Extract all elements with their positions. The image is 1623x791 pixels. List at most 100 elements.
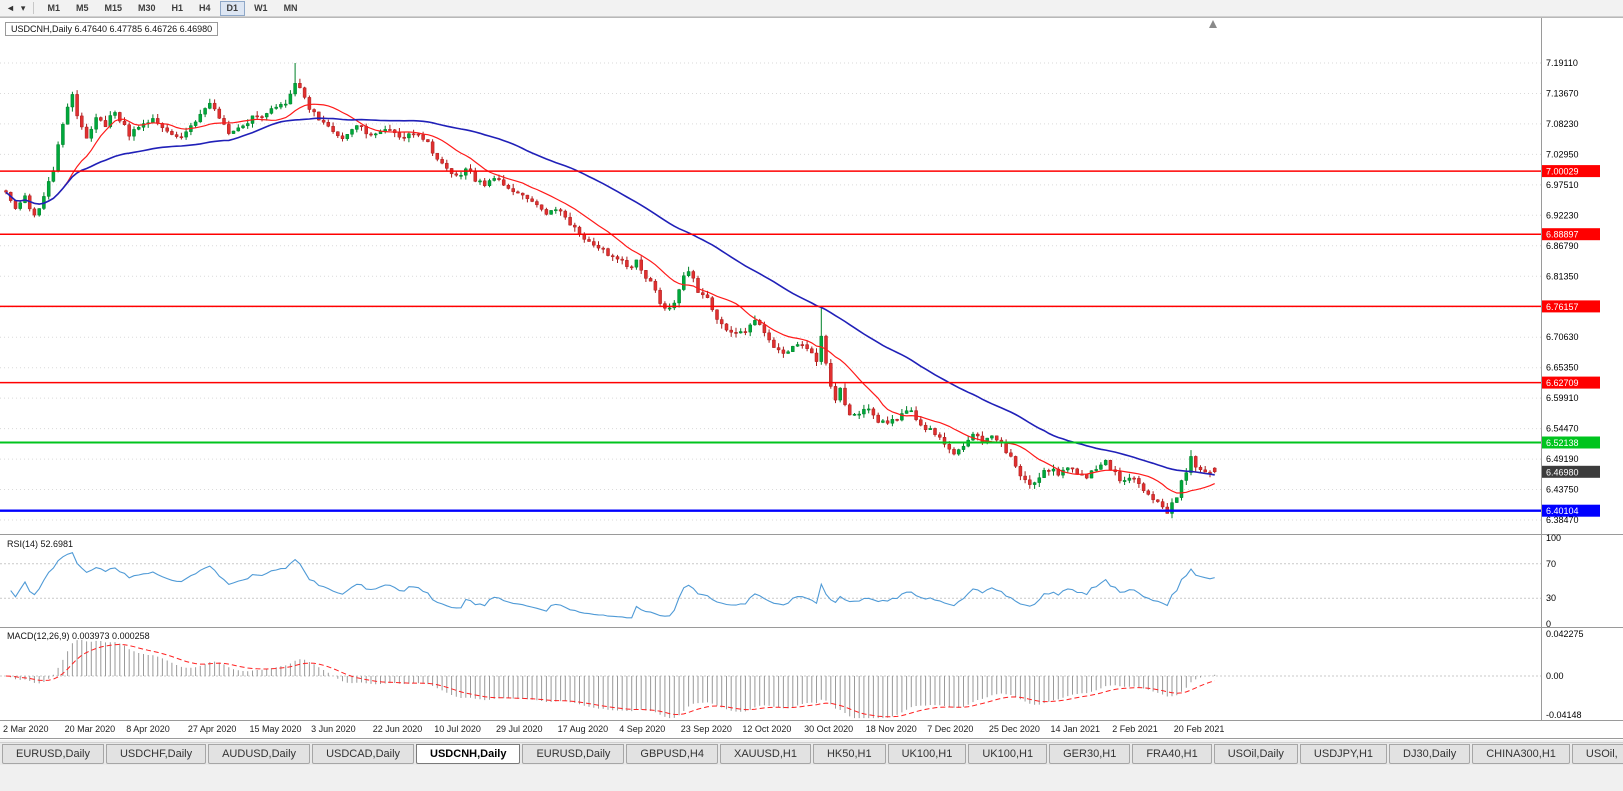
timeframe-button-m1[interactable]: M1: [40, 1, 67, 16]
price-tick-label: 6.38470: [1546, 515, 1579, 525]
level-price-tag-6.76157: 6.76157: [1542, 300, 1600, 313]
timeframe-button-m30[interactable]: M30: [131, 1, 163, 16]
timeframe-button-mn[interactable]: MN: [277, 1, 305, 16]
level-price-tag-6.88897: 6.88897: [1542, 228, 1600, 241]
rsi-tick-label: 30: [1546, 593, 1556, 603]
timeframe-button-m5[interactable]: M5: [69, 1, 96, 16]
svg-text:6.52138: 6.52138: [1546, 438, 1579, 448]
price-tick-label: 6.86790: [1546, 241, 1579, 251]
price-tick-label: 6.97510: [1546, 180, 1579, 190]
toolbar: ◄ ▾ M1 M5 M15 M30 H1 H4 D1 W1 MN: [0, 0, 1623, 17]
price-tick-label: 7.02950: [1546, 149, 1579, 159]
chart-window: 7.19110 7.13670 7.08230 7.02950 6.97510 6.922…: [0, 17, 1623, 740]
down-candle-bodies: [4, 83, 1217, 514]
cursor-arrow-icon[interactable]: ◄: [6, 3, 15, 13]
dropdown-caret-icon[interactable]: ▾: [20, 3, 26, 13]
symbol-tab-china300-h1[interactable]: CHINA300,H1: [1472, 744, 1570, 764]
up-candle-bodies: [18, 83, 1193, 514]
date-tick-label: 4 Sep 2020: [619, 724, 665, 734]
down-candle-wicks: [5, 78, 1216, 513]
svg-text:6.62709: 6.62709: [1546, 378, 1579, 388]
symbol-tabbar: EURUSD,Daily USDCHF,Daily AUDUSD,Daily USDC…: [0, 742, 1623, 765]
date-tick-label: 15 May 2020: [250, 724, 302, 734]
date-tick-label: 25 Dec 2020: [989, 724, 1040, 734]
date-tick-label: 20 Mar 2020: [65, 724, 116, 734]
date-tick-label: 22 Jun 2020: [373, 724, 423, 734]
level-price-tag-6.52138: 6.52138: [1542, 436, 1600, 449]
symbol-tab-usdjpy-h1[interactable]: USDJPY,H1: [1299, 744, 1388, 764]
macd-histogram: [10, 639, 1216, 719]
macd-tick-label: -0.04148: [1546, 710, 1582, 720]
date-tick-label: 2 Feb 2021: [1112, 724, 1158, 734]
panel-separators: [0, 18, 1623, 739]
price-tick-label: 6.92230: [1546, 210, 1579, 220]
date-tick-label: 14 Jan 2021: [1051, 724, 1101, 734]
symbol-tab-usoil-daily[interactable]: USOil,Daily: [1213, 744, 1298, 764]
timeframe-button-w1[interactable]: W1: [247, 1, 275, 16]
symbol-tab-usdcad-daily[interactable]: USDCAD,Daily: [312, 744, 415, 764]
symbol-tab-usoil[interactable]: USOil,: [1571, 744, 1623, 764]
candles: [4, 63, 1217, 519]
date-tick-label: 10 Jul 2020: [434, 724, 481, 734]
price-tick-label: 6.65350: [1546, 363, 1579, 373]
symbol-tab-fra40-h1[interactable]: FRA40,H1: [1132, 744, 1212, 764]
timeframe-button-group: M1 M5 M15 M30 H1 H4 D1 W1 MN: [40, 0, 305, 16]
timeframe-button-m15[interactable]: M15: [97, 1, 129, 16]
rsi-tick-label: 0: [1546, 619, 1551, 629]
up-candle-wicks: [19, 63, 1192, 519]
symbol-tab-usdcnh-daily[interactable]: USDCNH,Daily: [416, 744, 521, 764]
date-tick-label: 20 Feb 2021: [1174, 724, 1225, 734]
date-tick-label: 12 Oct 2020: [742, 724, 791, 734]
date-tick-label: 29 Jul 2020: [496, 724, 543, 734]
current-price-tag: 6.46980: [1542, 465, 1600, 478]
date-tick-label: 30 Oct 2020: [804, 724, 853, 734]
symbol-tab-eurusd-daily[interactable]: EURUSD,Daily: [2, 744, 104, 764]
price-chart[interactable]: 7.19110 7.13670 7.08230 7.02950 6.97510 6.922…: [0, 18, 1623, 741]
svg-text:6.76157: 6.76157: [1546, 302, 1579, 312]
price-tick-label: 6.43750: [1546, 485, 1579, 495]
rsi-panel: [0, 552, 1541, 619]
date-tick-label: 2 Mar 2020: [3, 724, 49, 734]
level-price-tag-6.62709: 6.62709: [1542, 376, 1600, 389]
macd-tick-label: 0.042275: [1546, 629, 1584, 639]
date-axis[interactable]: 2 Mar 2020 20 Mar 2020 8 Apr 2020 27 Apr 20…: [3, 724, 1224, 734]
toolbar-separator: [33, 2, 35, 14]
price-tick-label: 6.49190: [1546, 454, 1579, 464]
chart-shift-marker[interactable]: [1209, 20, 1217, 28]
symbol-tab-ger30-h1[interactable]: GER30,H1: [1049, 744, 1131, 764]
price-tick-label: 6.54470: [1546, 424, 1579, 434]
symbol-tab-usdchf-daily[interactable]: USDCHF,Daily: [105, 744, 207, 764]
timeframe-button-d1[interactable]: D1: [219, 0, 246, 16]
svg-text:6.88897: 6.88897: [1546, 230, 1579, 240]
svg-text:7.00029: 7.00029: [1546, 167, 1579, 177]
symbol-tab-hk50-h1[interactable]: HK50,H1: [812, 744, 886, 764]
symbol-tab-xauusd-h1[interactable]: XAUUSD,H1: [719, 744, 811, 764]
macd-signal-line: [5, 643, 1215, 718]
date-tick-label: 8 Apr 2020: [126, 724, 170, 734]
price-axis[interactable]: 7.19110 7.13670 7.08230 7.02950 6.97510 6.922…: [1546, 58, 1584, 720]
price-tick-label: 6.70630: [1546, 332, 1579, 342]
level-price-tag-6.40104: 6.40104: [1542, 504, 1600, 517]
level-price-tag-7.00029: 7.00029: [1542, 165, 1600, 178]
date-tick-label: 27 Apr 2020: [188, 724, 237, 734]
chart-title: USDCNH,Daily 6.47640 6.47785 6.46726 6.4…: [5, 22, 219, 36]
symbol-tab-dj30-daily[interactable]: DJ30,Daily: [1389, 744, 1471, 764]
symbol-tab-uk100-h1[interactable]: UK100,H1: [887, 744, 967, 764]
symbol-tab-uk100-h1[interactable]: UK100,H1: [968, 744, 1048, 764]
timeframe-button-h4[interactable]: H4: [192, 1, 218, 16]
rsi-tick-label: 70: [1546, 559, 1556, 569]
grid: [0, 62, 1541, 521]
price-tick-label: 7.08230: [1546, 119, 1579, 129]
symbol-tab-audusd-daily[interactable]: AUDUSD,Daily: [208, 744, 311, 764]
date-tick-label: 23 Sep 2020: [681, 724, 732, 734]
symbol-tab-gbpusd-h4[interactable]: GBPUSD,H4: [626, 744, 718, 764]
rsi-indicator-title: RSI(14) 52.6981: [7, 539, 74, 549]
macd-tick-label: 0.00: [1546, 671, 1564, 681]
price-tick-label: 7.13670: [1546, 89, 1579, 99]
rsi-tick-label: 100: [1546, 533, 1561, 543]
symbol-tab-eurusd-daily[interactable]: EURUSD,Daily: [522, 744, 625, 764]
date-tick-label: 3 Jun 2020: [311, 724, 356, 734]
price-tick-label: 6.81350: [1546, 271, 1579, 281]
timeframe-button-h1[interactable]: H1: [165, 1, 191, 16]
